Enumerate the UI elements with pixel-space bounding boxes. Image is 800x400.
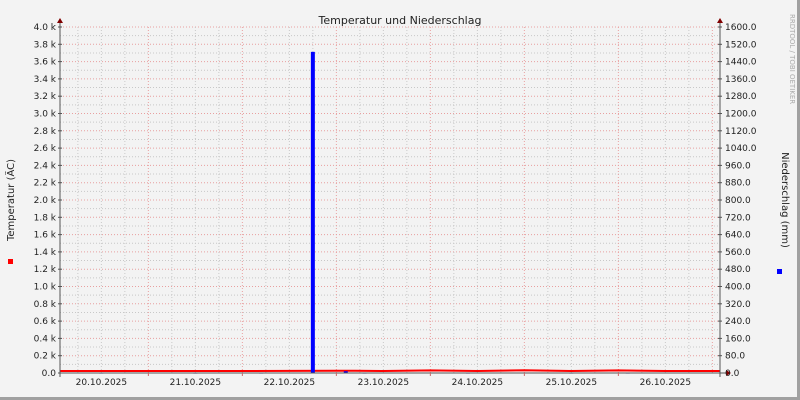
watermark: RRDTOOL / TOBI OETIKER [788, 14, 796, 104]
right-tick-label: 560.0 [725, 248, 751, 258]
left-tick-label: 2.0 k [34, 196, 57, 206]
x-axis-arrow-icon [726, 370, 731, 376]
right-tick-label: 880.0 [725, 179, 751, 189]
left-tick-label: 0.8 k [34, 300, 57, 310]
left-tick-label: 2.8 k [34, 127, 57, 137]
right-tick-label: 1360.0 [725, 75, 757, 85]
right-tick-label: 400.0 [725, 283, 751, 293]
x-tick-label: 26.10.2025 [640, 378, 692, 388]
precipitation-bar [343, 371, 348, 373]
left-tick-label: 3.8 k [34, 40, 57, 50]
right-axis-arrow-icon [717, 18, 723, 23]
left-tick-label: 4.0 k [34, 23, 57, 33]
precipitation-bar [310, 51, 315, 374]
left-tick-label: 2.2 k [34, 179, 57, 189]
left-tick-label: 3.0 k [34, 110, 57, 120]
right-tick-label: 960.0 [725, 161, 751, 171]
right-tick-label: 720.0 [725, 213, 751, 223]
left-tick-label: 3.6 k [34, 58, 57, 68]
right-tick-label: 1200.0 [725, 110, 757, 120]
left-tick-label: 0.6 k [34, 317, 57, 327]
right-tick-label: 240.0 [725, 317, 751, 327]
right-tick-label: 160.0 [725, 334, 751, 344]
chart-title: Temperatur und Niederschlag [318, 14, 482, 27]
right-tick-label: 1120.0 [725, 127, 757, 137]
right-tick-label: 80.0 [725, 352, 745, 362]
left-tick-label: 2.4 k [34, 161, 57, 171]
x-tick-label: 20.10.2025 [76, 378, 128, 388]
left-tick-label: 3.4 k [34, 75, 57, 85]
left-tick-label: 1.4 k [34, 248, 57, 258]
left-tick-label: 1.0 k [34, 283, 57, 293]
left-tick-label: 1.8 k [34, 213, 57, 223]
precipitation-legend-marker [777, 269, 782, 274]
left-tick-label: 0.0 [42, 369, 57, 379]
left-tick-label: 1.2 k [34, 265, 57, 275]
left-axis-arrow-icon [57, 18, 63, 23]
right-tick-label: 1600.0 [725, 23, 757, 33]
x-tick-label: 24.10.2025 [452, 378, 504, 388]
left-tick-label: 0.4 k [34, 334, 57, 344]
temperature-line [60, 369, 720, 373]
right-tick-label: 1280.0 [725, 92, 757, 102]
left-tick-label: 3.2 k [34, 92, 57, 102]
right-tick-label: 800.0 [725, 196, 751, 206]
left-axis-label: Temperatur (ÄC) [4, 159, 17, 242]
x-tick-label: 22.10.2025 [264, 378, 316, 388]
right-tick-label: 1040.0 [725, 144, 757, 154]
x-tick-label: 21.10.2025 [170, 378, 222, 388]
right-tick-label: 0.0 [725, 369, 740, 379]
temperature-legend-marker [8, 259, 13, 264]
left-tick-label: 1.6 k [34, 231, 57, 241]
left-tick-label: 0.2 k [34, 352, 57, 362]
right-tick-label: 1440.0 [725, 58, 757, 68]
right-tick-label: 640.0 [725, 231, 751, 241]
right-axis-label: Niederschlag (mm) [779, 152, 790, 248]
right-tick-label: 1520.0 [725, 40, 757, 50]
right-tick-label: 320.0 [725, 300, 751, 310]
x-tick-label: 25.10.2025 [546, 378, 598, 388]
left-tick-label: 2.6 k [34, 144, 57, 154]
x-tick-label: 23.10.2025 [358, 378, 410, 388]
right-tick-label: 480.0 [725, 265, 751, 275]
